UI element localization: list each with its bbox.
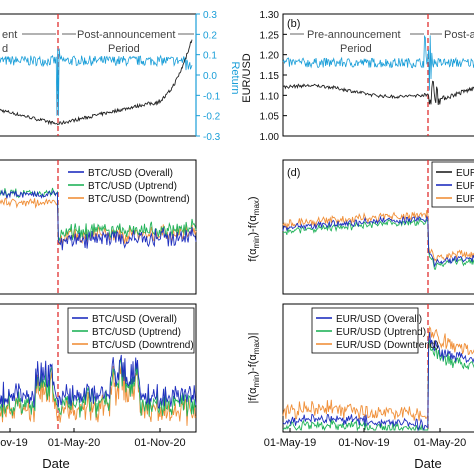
panel-f-x-tick-label: 01-May-20 — [414, 437, 467, 449]
panel-b-price-series — [282, 80, 474, 105]
panel-b-left-tick-label: 1.20 — [260, 51, 280, 62]
panel-a-right-tick-label: 0.0 — [203, 71, 217, 82]
panel-f-x-tick-label: 01-May-19 — [264, 437, 317, 449]
panel-f-frame — [282, 303, 474, 433]
panel-d-ylabel: f(αmin)-f(αmax) — [247, 196, 261, 261]
panel-a-right-tick-label: 0.1 — [203, 51, 217, 62]
panel-e-legend: BTC/USD (Overall) BTC/USD (Uptrend) BTC/US… — [67, 307, 195, 354]
panel-a-pre-label: ent — [2, 29, 17, 41]
panel-a-post-label-2: Period — [108, 43, 140, 55]
panel-a: ent d Post-announcement Period 0.3 0.2 0.1… — [0, 10, 241, 143]
panel-e-x-tick-label: 01-Nov-20 — [134, 437, 185, 449]
panel-f-legend-label: EUR/USD (Overall) — [336, 314, 422, 325]
panel-a-right-tick-label: 0.3 — [203, 10, 217, 21]
panel-e: BTC/USD (Overall) BTC/USD (Uptrend) BTC/US… — [0, 303, 197, 471]
panel-d-legend-label: EUR — [456, 168, 474, 179]
panel-e-legend-label: BTC/USD (Overall) — [92, 314, 177, 325]
panel-a-right-axis: 0.3 0.2 0.1 0.0 -0.1 -0.2 -0.3 — [195, 10, 221, 143]
panel-e-legend-box — [67, 307, 195, 354]
panel-e-x-tick-label: 01-May-20 — [48, 437, 101, 449]
panel-f-legend-label: EUR/USD (Uptrend) — [336, 327, 426, 338]
panel-b-left-tick-label: 1.30 — [260, 10, 280, 21]
panel-f-xlabel: Date — [414, 456, 441, 471]
panel-b-left-tick-label: 1.15 — [260, 71, 280, 82]
panel-d-series-green — [283, 217, 474, 270]
panel-e-legend-label: BTC/USD (Downtrend) — [92, 340, 194, 351]
panel-e-series-downtrend — [0, 364, 197, 426]
panel-d: (d) f(αmin)-f(αmax) EUR EUR EUR — [247, 159, 474, 295]
panel-a-post-label: Post-announcement — [77, 29, 175, 41]
panel-a-return-series — [0, 48, 193, 116]
panel-d-legend-label: EUR — [456, 181, 474, 192]
panel-b-post-label: Post-a — [444, 29, 474, 41]
panel-a-right-axis-label: Return — [229, 61, 241, 94]
panel-f-ylabel: |f(αmin)-f(αmax)| — [247, 333, 261, 404]
panel-d-legend: EUR EUR EUR — [431, 161, 474, 208]
panel-b-left-axis: 1.30 1.25 1.20 1.15 1.10 1.05 1.00 — [260, 10, 287, 143]
panel-d-frame — [282, 159, 474, 295]
panel-e-x-tick-label: Nov-19 — [0, 437, 28, 449]
panel-f: |f(αmin)-f(αmax)| EUR/USD (Overall)EUR/U… — [247, 303, 474, 471]
panel-c: BTC/USD (Overall) BTC/USD (Uptrend) BTC/US… — [0, 159, 197, 295]
panel-a-pre-label-2: d — [2, 43, 8, 55]
panel-c-legend-label: BTC/USD (Overall) — [88, 168, 173, 179]
panel-c-frame — [0, 159, 197, 295]
panel-f-legend-label: EUR/USD (Downtrend) — [336, 340, 439, 351]
panel-a-right-tick-label: -0.1 — [203, 91, 221, 102]
panel-f-legend: EUR/USD (Overall) EUR/USD (Uptrend) EUR/US… — [311, 307, 439, 354]
panel-a-right-tick-label: 0.2 — [203, 30, 217, 41]
panel-b-ylabel: EUR/USD — [241, 53, 253, 103]
panel-a-right-tick-label: -0.3 — [203, 132, 221, 143]
panel-e-legend-label: BTC/USD (Uptrend) — [92, 327, 181, 338]
panel-f-series-overall — [282, 331, 474, 432]
panel-d-series-orange — [282, 209, 474, 264]
panel-e-xlabel: Date — [42, 456, 69, 471]
panel-b-left-tick-label: 1.05 — [260, 112, 280, 123]
panel-c-legend: BTC/USD (Overall) BTC/USD (Uptrend) BTC/US… — [68, 168, 190, 205]
panel-b-left-tick-label: 1.10 — [260, 91, 280, 102]
panel-a-price-series — [0, 39, 193, 126]
panel-f-series-downtrend — [282, 325, 474, 421]
panel-b-left-tick-label: 1.25 — [260, 30, 280, 41]
panel-c-series-overall — [0, 189, 197, 251]
panel-e-x-ticks: Nov-19 01-May-20 01-Nov-20 — [0, 428, 186, 449]
panel-e-series-overall — [0, 354, 197, 410]
panel-d-series-blue — [282, 215, 474, 268]
panel-b-pre-label: Pre-announcement — [307, 29, 401, 41]
panel-f-x-ticks: 01-May-19 01-Nov-19 01-May-20 — [264, 428, 467, 449]
panel-e-series-uptrend — [0, 358, 196, 418]
panel-b-letter: (b) — [287, 18, 300, 30]
panel-d-letter: (d) — [287, 167, 300, 179]
panel-c-legend-label: BTC/USD (Uptrend) — [88, 181, 177, 192]
panel-f-x-tick-label: 01-Nov-19 — [338, 437, 389, 449]
panel-d-legend-label: EUR — [456, 194, 474, 205]
panel-a-right-tick-label: -0.2 — [203, 112, 221, 123]
panel-b-return-series — [282, 34, 474, 91]
panel-b-pre-label-2: Period — [340, 43, 372, 55]
panel-c-legend-label: BTC/USD (Downtrend) — [88, 194, 190, 205]
panel-b: 1.30 1.25 1.20 1.15 1.10 1.05 1.00 EUR/USD (b)… — [241, 10, 474, 143]
panel-e-frame — [0, 303, 197, 433]
panel-b-left-tick-label: 1.00 — [260, 132, 280, 143]
